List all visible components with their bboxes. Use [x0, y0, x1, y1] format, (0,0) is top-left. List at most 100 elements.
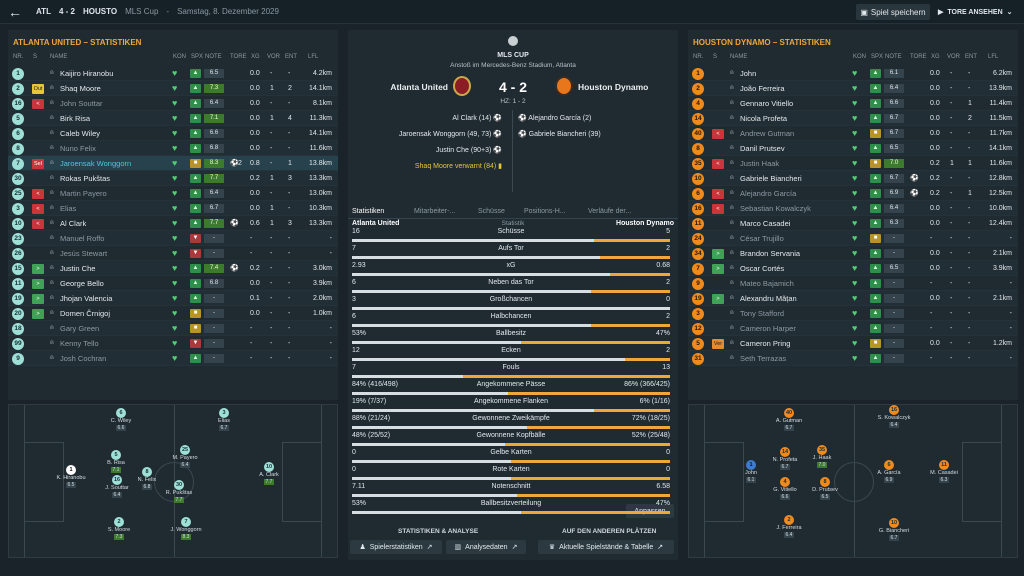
player-row[interactable]: 8 ⍝ Nuno Felix ♥ ▲ 6.8 0.0 - - 11.6km [8, 141, 338, 156]
player-name[interactable]: Kenny Tello [60, 339, 99, 348]
stats-tab[interactable]: Positions-H... [524, 208, 566, 215]
col-header[interactable]: NAME [730, 54, 748, 60]
pitch-player[interactable]: 14 N. Profeta 6.7 [765, 447, 805, 470]
col-header[interactable]: ENT [965, 54, 977, 60]
pitch-player[interactable]: 30 R. Pukštas 7.7 [159, 480, 199, 503]
col-header[interactable]: KON [853, 54, 867, 60]
player-name[interactable]: Justin Haak [740, 159, 780, 168]
player-name[interactable]: Cameron Harper [740, 324, 796, 333]
col-header[interactable]: KON [173, 54, 187, 60]
player-name[interactable]: Mateo Bajamich [740, 279, 794, 288]
player-row[interactable]: 99 ⍝ Kenny Tello ♥ ▼ - - - - - [8, 336, 338, 351]
player-name[interactable]: Martin Payero [60, 189, 107, 198]
player-name[interactable]: Cameron Pring [740, 339, 791, 348]
col-header[interactable]: S [33, 54, 38, 60]
pitch-player[interactable]: 8 N. Felix 6.8 [127, 467, 167, 490]
pitch-player[interactable]: 7 J. Wonggorn 8.3 [166, 517, 206, 540]
pitch-player[interactable]: 8 D. Prutsev 6.5 [805, 477, 845, 500]
pitch-player[interactable]: 1 K. Hiranobu 6.5 [51, 465, 91, 488]
player-row[interactable]: 9 ⍝ Josh Cochran ♥ ▲ - - - - - [8, 351, 338, 366]
player-row[interactable]: 4 ⍝ Gennaro Vitiello ♥ ▲ 6.6 0.0 - 1 11.4km [688, 96, 1018, 111]
player-row[interactable]: 3 < ⍝ Elias ♥ ▲ 6.7 0.0 1 - 10.3km [8, 201, 338, 216]
col-header[interactable]: ENT [285, 54, 297, 60]
player-name[interactable]: Gennaro Vitiello [740, 99, 794, 108]
pitch-player[interactable]: 6 A. García 6.9 [869, 460, 909, 483]
player-name[interactable]: Kaijiro Hiranobu [60, 69, 114, 78]
player-row[interactable]: 10 < ⍝ Al Clark ♥ ▲ 7.7 ⚽ 0.6 1 3 13.3km [8, 216, 338, 231]
col-header[interactable]: NR. [693, 54, 704, 60]
player-name[interactable]: Justin Che [60, 264, 96, 273]
player-name[interactable]: Gary Green [60, 324, 100, 333]
col-header[interactable]: NOTE [885, 54, 902, 60]
player-name[interactable]: Tony Stafford [740, 309, 785, 318]
player-row[interactable]: 18 ⍝ Gary Green ♥ ■ - - - - - [8, 321, 338, 336]
pitch-player[interactable]: 35 J. Haak 7.0 [802, 445, 842, 468]
player-row[interactable]: 25 < ⍝ Martin Payero ♥ ▲ 6.4 0.0 - - 13.0km [8, 186, 338, 201]
pitch-player[interactable]: 16 J. Souttar 6.4 [97, 475, 137, 498]
save-game-button[interactable]: ▣ Spiel speichern [856, 4, 930, 20]
player-stats-button[interactable]: ♟ Spielerstatistiken ↗ [350, 540, 442, 554]
player-row[interactable]: 19 > ⍝ Alexandru Mățan ♥ ▲ -0.0- -2.1km [688, 291, 1018, 306]
live-scores-button[interactable]: ♛ Aktuelle Spielstände & Tabelle ↗ [538, 540, 674, 554]
pitch-player[interactable]: 6 C. Wiley 6.6 [101, 408, 141, 431]
col-header[interactable]: TORE [230, 54, 247, 60]
player-row[interactable]: 6 ⍝ Caleb Wiley ♥ ▲ 6.6 0.0 - - 14.1km [8, 126, 338, 141]
player-row[interactable]: 35 < ⍝ Justin Haak ♥ ■ 7.0 0.2 1 1 11.6km [688, 156, 1018, 171]
col-header[interactable]: LFL [308, 54, 319, 60]
player-name[interactable]: Domen Črnigoj [60, 309, 111, 318]
player-name[interactable]: Jesús Stewart [60, 249, 108, 258]
col-header[interactable]: XG [931, 54, 940, 60]
player-row[interactable]: 1 ⍝ Kaijiro Hiranobu ♥ ▲ 6.5 0.0 - - 4.2km [8, 66, 338, 81]
player-name[interactable]: Jhojan Valencia [60, 294, 113, 303]
player-name[interactable]: Nuno Felix [60, 144, 96, 153]
player-row[interactable]: 3 ⍝ Tony Stafford ♥ ▲ - - - - - [688, 306, 1018, 321]
pitch-player[interactable]: 4 G. Vitiello 6.6 [765, 477, 805, 500]
player-row[interactable]: 7 Sel ⍝ Jaroensak Wonggorn ♥ ■ 8.3 ⚽ 2 0.8 - 1 13.8k… [8, 156, 338, 171]
player-name[interactable]: Jaroensak Wonggorn [60, 159, 132, 168]
back-arrow-icon[interactable]: ← [8, 3, 22, 20]
player-name[interactable]: Gabriele Biancheri [740, 174, 802, 183]
player-row[interactable]: 8 ⍝ Danil Prutsev ♥ ▲ 6.5 0.0 - - 14.1km [688, 141, 1018, 156]
pitch-player[interactable]: 11 M. Casadei 6.3 [924, 460, 964, 483]
player-name[interactable]: Seth Terrazas [740, 354, 787, 363]
player-row[interactable]: 16 < ⍝ John Souttar ♥ ▲ 6.4 0.0 - - 8.1km [8, 96, 338, 111]
col-header[interactable]: NOTE [205, 54, 222, 60]
col-header[interactable]: NAME [50, 54, 68, 60]
pitch-player[interactable]: 5 B. Risa 7.1 [96, 450, 136, 473]
col-header[interactable]: SPX [191, 54, 204, 60]
player-row[interactable]: 12 ⍝ Cameron Harper ♥ ▲ - - - - - [688, 321, 1018, 336]
pitch-player[interactable]: 1 John 6.1 [731, 460, 771, 483]
player-row[interactable]: 1 ⍝ John ♥ ▲ 6.1 0.0 - - 6.2km [688, 66, 1018, 81]
player-row[interactable]: 26 ⍝ Jesús Stewart ♥ ▼ - - - - - [8, 246, 338, 261]
player-name[interactable]: Alejandro García [740, 189, 797, 198]
col-header[interactable]: VOR [267, 54, 281, 60]
player-name[interactable]: Manuel Roffo [60, 234, 105, 243]
player-name[interactable]: Andrew Gutman [740, 129, 795, 138]
player-name[interactable]: Caleb Wiley [60, 129, 101, 138]
player-name[interactable]: Nicola Profeta [740, 114, 788, 123]
player-row[interactable]: 24 ⍝ César Trujillo ♥ ■ - - - - - [688, 231, 1018, 246]
player-row[interactable]: 2 ⍝ João Ferreira ♥ ▲ 6.4 0.0 - - 13.9km [688, 81, 1018, 96]
col-header[interactable]: VOR [947, 54, 961, 60]
player-row[interactable]: 20 > ⍝ Domen Črnigoj ♥ ■ -0.0- -1.0km [8, 306, 338, 321]
col-header[interactable]: LFL [988, 54, 999, 60]
player-name[interactable]: Rokas Pukštas [60, 174, 111, 183]
player-row[interactable]: 7 > ⍝ Oscar Cortés ♥ ▲ 6.5 0.0 - - 3.9km [688, 261, 1018, 276]
player-row[interactable]: 5 Ver ⍝ Cameron Pring ♥ ■ -0.0- -1.2km [688, 336, 1018, 351]
player-row[interactable]: 31 ⍝ Seth Terrazas ♥ ▲ - - - - - [688, 351, 1018, 366]
col-header[interactable]: NR. [13, 54, 24, 60]
player-name[interactable]: Elias [60, 204, 77, 213]
player-row[interactable]: 14 ⍝ Nicola Profeta ♥ ▲ 6.7 0.0 - 2 11.5km [688, 111, 1018, 126]
col-header[interactable]: TORE [910, 54, 927, 60]
player-row[interactable]: 6 < ⍝ Alejandro García ♥ ▲ 6.9 ⚽ 0.2 - 1 12.5km [688, 186, 1018, 201]
player-name[interactable]: Oscar Cortés [740, 264, 785, 273]
player-row[interactable]: 10 ⍝ Gabriele Biancheri ♥ ▲ 6.7 ⚽ 0.2 - - 12.8km [688, 171, 1018, 186]
player-row[interactable]: 16 < ⍝ Sebastian Kowalczyk ♥ ▲ 6.4 0.0 - - 10.0km [688, 201, 1018, 216]
player-name[interactable]: John [740, 69, 757, 78]
pitch-player[interactable]: 2 S. Moore 7.3 [99, 517, 139, 540]
pitch-player[interactable]: 3 Elias 6.7 [204, 408, 244, 431]
player-name[interactable]: John Souttar [60, 99, 103, 108]
player-name[interactable]: Al Clark [60, 219, 87, 228]
pitch-player[interactable]: 40 A. Gutman 6.7 [769, 408, 809, 431]
player-name[interactable]: Danil Prutsev [740, 144, 785, 153]
